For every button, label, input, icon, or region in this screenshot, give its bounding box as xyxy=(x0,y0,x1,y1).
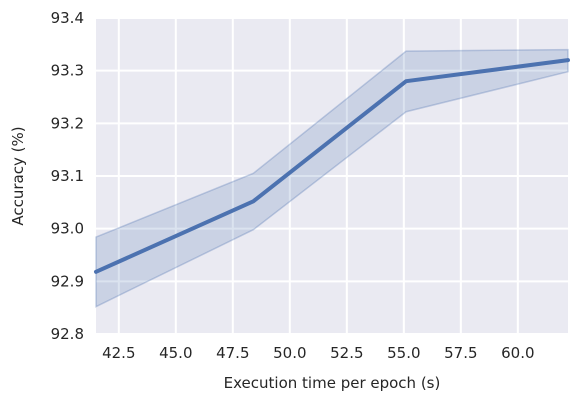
x-tick-label: 52.5 xyxy=(330,344,363,362)
y-axis-label: Accuracy (%) xyxy=(9,126,27,225)
y-tick-label: 92.8 xyxy=(51,325,84,343)
y-tick-label: 93.1 xyxy=(51,167,84,185)
x-tick-label: 47.5 xyxy=(216,344,249,362)
y-tick-label: 93.0 xyxy=(51,220,84,238)
x-axis-label: Execution time per epoch (s) xyxy=(224,374,441,392)
y-tick-labels: 92.8 92.9 93.0 93.1 93.2 93.3 93.4 xyxy=(51,9,84,343)
grid-lines xyxy=(96,17,568,335)
series-line xyxy=(94,58,570,274)
y-tick-label: 93.3 xyxy=(51,62,84,80)
y-tick-label: 93.2 xyxy=(51,114,84,132)
x-tick-labels: 42.5 45.0 47.5 50.0 52.5 55.0 57.5 60.0 xyxy=(102,344,534,362)
y-tick-label: 92.9 xyxy=(51,272,84,290)
x-tick-label: 42.5 xyxy=(102,344,135,362)
x-tick-label: 60.0 xyxy=(501,344,534,362)
x-tick-label: 45.0 xyxy=(159,344,192,362)
x-tick-label: 57.5 xyxy=(444,344,477,362)
y-tick-label: 93.4 xyxy=(51,9,84,27)
confidence-band xyxy=(95,48,569,308)
x-tick-label: 55.0 xyxy=(387,344,420,362)
x-tick-label: 50.0 xyxy=(273,344,306,362)
